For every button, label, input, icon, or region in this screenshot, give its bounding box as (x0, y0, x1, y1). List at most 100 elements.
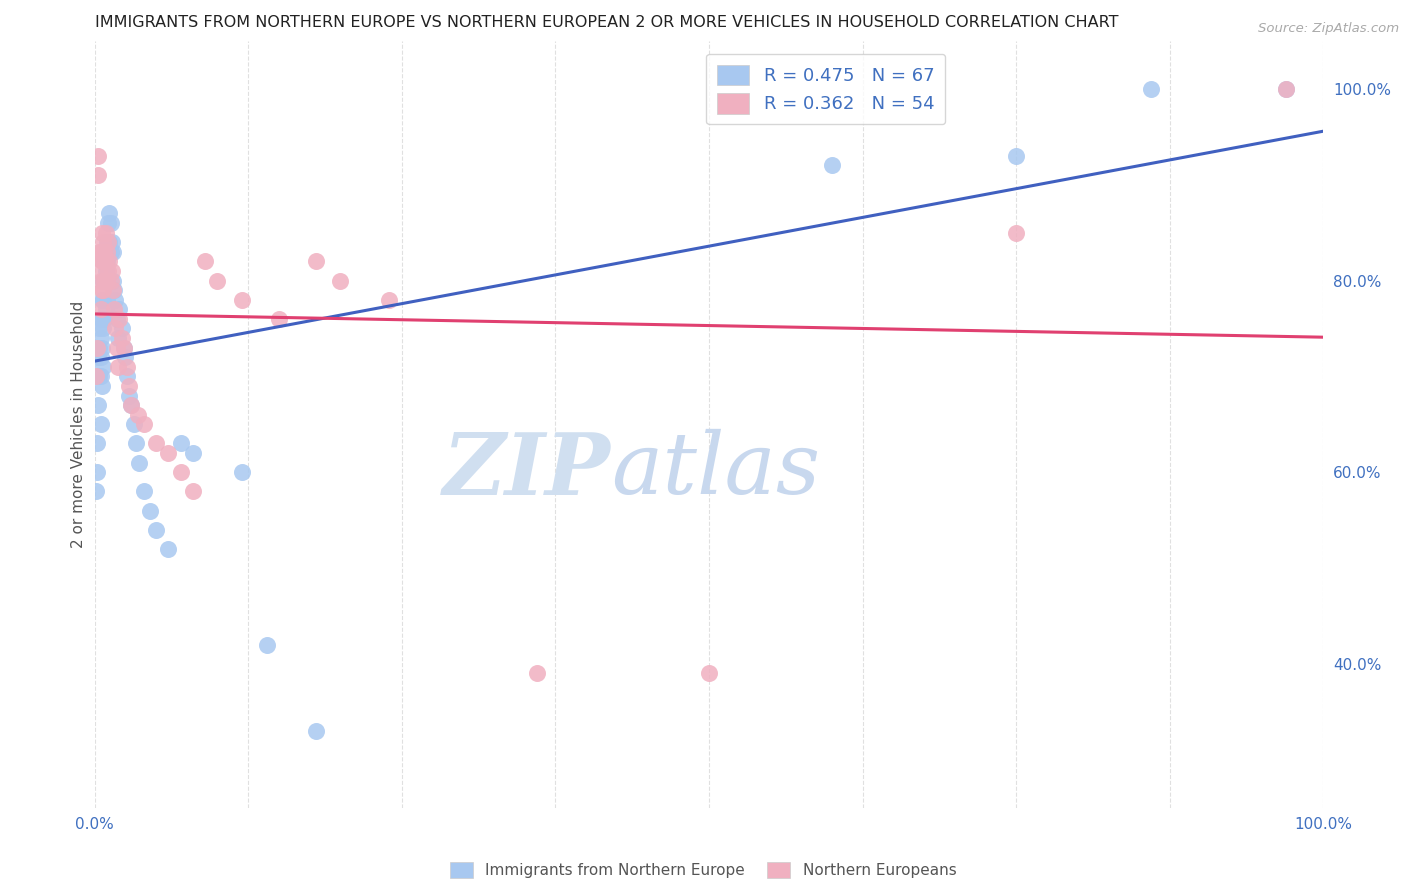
Point (100, 235, 122, 249)
Point (87, 369, 110, 384)
Point (329, 273, 352, 287)
Point (87, 398, 110, 412)
Point (145, 523, 167, 537)
Point (90, 350, 112, 364)
Point (110, 331, 132, 345)
Point (98, 235, 121, 249)
Point (94, 254, 117, 268)
Point (90, 417, 112, 432)
Point (84, 484, 107, 499)
Point (90, 369, 112, 384)
Point (100, 264, 122, 278)
Point (115, 369, 138, 384)
Point (132, 484, 155, 499)
Point (93, 244, 115, 259)
Point (91, 293, 114, 307)
Point (86, 436, 108, 450)
Y-axis label: 2 or more Vehicles in Household: 2 or more Vehicles in Household (72, 301, 86, 548)
Point (84, 369, 107, 384)
Point (1275, 82, 1298, 96)
Point (100, 273, 122, 287)
Point (103, 283, 125, 297)
Point (91, 235, 114, 249)
Point (231, 293, 253, 307)
Point (105, 341, 128, 355)
Point (90, 311, 112, 326)
Point (194, 254, 217, 268)
Point (207, 273, 229, 287)
Point (378, 293, 401, 307)
Point (96, 244, 118, 259)
Point (96, 273, 118, 287)
Point (107, 331, 129, 345)
Point (91, 254, 114, 268)
Point (1005, 149, 1028, 163)
Point (97, 244, 120, 259)
Point (118, 388, 141, 402)
Point (103, 302, 125, 317)
Point (90, 273, 112, 287)
Point (120, 398, 142, 412)
Point (821, 159, 844, 173)
Point (181, 484, 204, 499)
Point (1005, 226, 1028, 240)
Point (96, 254, 118, 268)
Point (110, 321, 132, 335)
Point (91, 226, 114, 240)
Point (115, 359, 138, 374)
Point (128, 456, 150, 470)
Point (125, 436, 148, 450)
Point (105, 311, 128, 326)
Point (93, 254, 115, 268)
Text: Source: ZipAtlas.com: Source: ZipAtlas.com (1258, 22, 1399, 36)
Point (98, 254, 121, 268)
Point (91, 273, 114, 287)
Point (112, 341, 135, 355)
Point (256, 638, 278, 652)
Point (267, 311, 290, 326)
Point (90, 302, 112, 317)
Point (120, 398, 142, 412)
Text: IMMIGRANTS FROM NORTHERN EUROPE VS NORTHERN EUROPEAN 2 OR MORE VEHICLES IN HOUSE: IMMIGRANTS FROM NORTHERN EUROPE VS NORTH… (94, 15, 1118, 30)
Point (97, 264, 120, 278)
Point (97, 216, 120, 230)
Point (91, 254, 114, 268)
Point (94, 264, 117, 278)
Point (305, 724, 328, 739)
Point (145, 436, 167, 450)
Point (93, 273, 115, 287)
Point (231, 465, 253, 479)
Point (97, 235, 120, 249)
Text: ZIP: ZIP (443, 428, 610, 512)
Point (100, 216, 122, 230)
Point (91, 293, 114, 307)
Point (91, 283, 114, 297)
Point (101, 283, 124, 297)
Point (89, 369, 111, 384)
Point (114, 350, 136, 364)
Point (157, 541, 180, 556)
Point (1275, 82, 1298, 96)
Point (90, 244, 112, 259)
Point (91, 379, 114, 393)
Legend: Immigrants from Northern Europe, Northern Europeans: Immigrants from Northern Europe, Norther… (443, 856, 963, 884)
Point (132, 417, 155, 432)
Point (89, 321, 111, 335)
Point (157, 446, 180, 460)
Point (93, 273, 115, 287)
Point (87, 149, 110, 163)
Point (526, 666, 548, 681)
Point (305, 254, 328, 268)
Point (98, 206, 121, 220)
Point (94, 244, 117, 259)
Point (127, 408, 149, 422)
Point (96, 293, 118, 307)
Point (89, 264, 111, 278)
Point (87, 350, 110, 364)
Point (108, 311, 131, 326)
Point (87, 168, 110, 182)
Point (86, 465, 108, 479)
Point (169, 436, 191, 450)
Point (107, 359, 129, 374)
Text: atlas: atlas (610, 429, 820, 512)
